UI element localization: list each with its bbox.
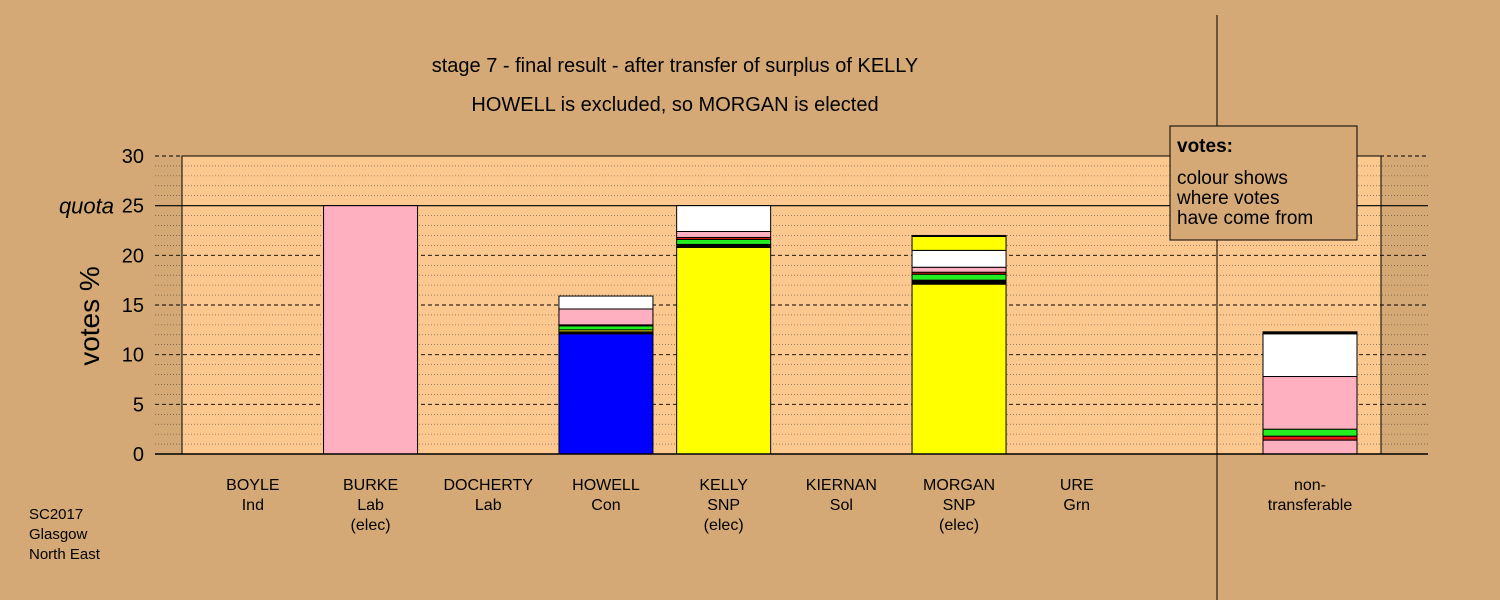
bar-morgan-segment-snp [911, 283, 1007, 455]
y-tick-label: 30 [122, 146, 144, 168]
footnote-line-1: SC2017 [29, 506, 83, 523]
bar-non-transferable-segment-grn [1262, 428, 1358, 437]
bar-howell-segment-grn [558, 325, 654, 331]
bar-burke-segment-lab [323, 205, 419, 455]
candidate-name-ure: URE [1060, 477, 1094, 494]
bar-howell-segment-lab [558, 308, 654, 326]
footnote-line-2: Glasgow [29, 526, 88, 543]
legend-box [1169, 125, 1358, 241]
bar-morgan-segment-ind [911, 249, 1007, 268]
bar-morgan-segment-grn [911, 273, 1007, 281]
bar-morgan-segment-mixed [911, 234, 1007, 237]
candidate-name-kelly: KELLY [699, 477, 748, 494]
candidate-party-boyle: Ind [242, 497, 264, 514]
bar-non-transferable-segment-ind [1262, 333, 1358, 378]
footnote: SC2017 Glasgow North East [29, 506, 101, 563]
y-tick-label: 5 [133, 394, 144, 416]
non-transferable-label-2: transferable [1268, 497, 1353, 514]
y-axis-label: votes % [74, 266, 105, 366]
bar-kelly-segment-grn [676, 238, 772, 245]
bar-howell-segment-ind [558, 295, 654, 310]
y-tick-label: 0 [133, 444, 144, 466]
legend: votes: colour shows where votes have com… [1169, 125, 1358, 241]
candidate-name-morgan: MORGAN [923, 477, 995, 494]
bar-kelly-segment-ind [676, 205, 772, 232]
y-tick-label: 25 [122, 196, 144, 218]
bar-morgan-segment-mixed [911, 279, 1007, 285]
bar-non-transferable-segment-lab [1262, 439, 1358, 455]
non-transferable-label-1: non- [1294, 477, 1326, 494]
candidate-party-kiernan: Sol [830, 497, 853, 514]
y-tick-label: 15 [122, 295, 144, 317]
bar-kelly-segment-lab [676, 230, 772, 238]
bar-morgan-segment-snp [911, 235, 1007, 251]
candidate-party-howell: Con [591, 497, 620, 514]
legend-line-1: colour shows [1177, 168, 1288, 189]
bar-howell-segment-con [558, 333, 654, 455]
bar-morgan-segment-lab [911, 266, 1007, 273]
candidate-party-docherty: Lab [475, 497, 502, 514]
bar-kelly-segment-snp [676, 246, 772, 455]
bar-non-transferable-segment-sol [1262, 435, 1358, 441]
candidate-party-ure: Grn [1063, 497, 1090, 514]
candidate-status-kelly: (elec) [704, 517, 744, 534]
candidate-status-burke: (elec) [351, 517, 391, 534]
candidate-status-morgan: (elec) [939, 517, 979, 534]
quota-label: quota [59, 194, 114, 219]
bar-non-transferable-segment-lab [1262, 376, 1358, 430]
candidate-party-burke: Lab [357, 497, 384, 514]
candidate-name-howell: HOWELL [572, 477, 640, 494]
candidate-name-kiernan: KIERNAN [806, 477, 877, 494]
chart-title: stage 7 - final result - after transfer … [432, 55, 919, 77]
y-tick-label: 10 [122, 345, 144, 367]
chart-subtitle: HOWELL is excluded, so MORGAN is elected [471, 94, 878, 116]
candidate-party-kelly: SNP [707, 497, 740, 514]
y-tick-label: 20 [122, 245, 144, 267]
bar-non-transferable-segment-mixed [1262, 331, 1358, 335]
candidate-name-docherty: DOCHERTY [444, 477, 534, 494]
legend-line-2: where votes [1176, 188, 1279, 209]
legend-line-3: have come from [1177, 208, 1313, 229]
candidate-name-burke: BURKE [343, 477, 398, 494]
candidate-party-morgan: SNP [943, 497, 976, 514]
candidate-name-boyle: BOYLE [226, 477, 279, 494]
legend-title: votes: [1177, 136, 1233, 157]
footnote-line-3: North East [29, 546, 101, 563]
